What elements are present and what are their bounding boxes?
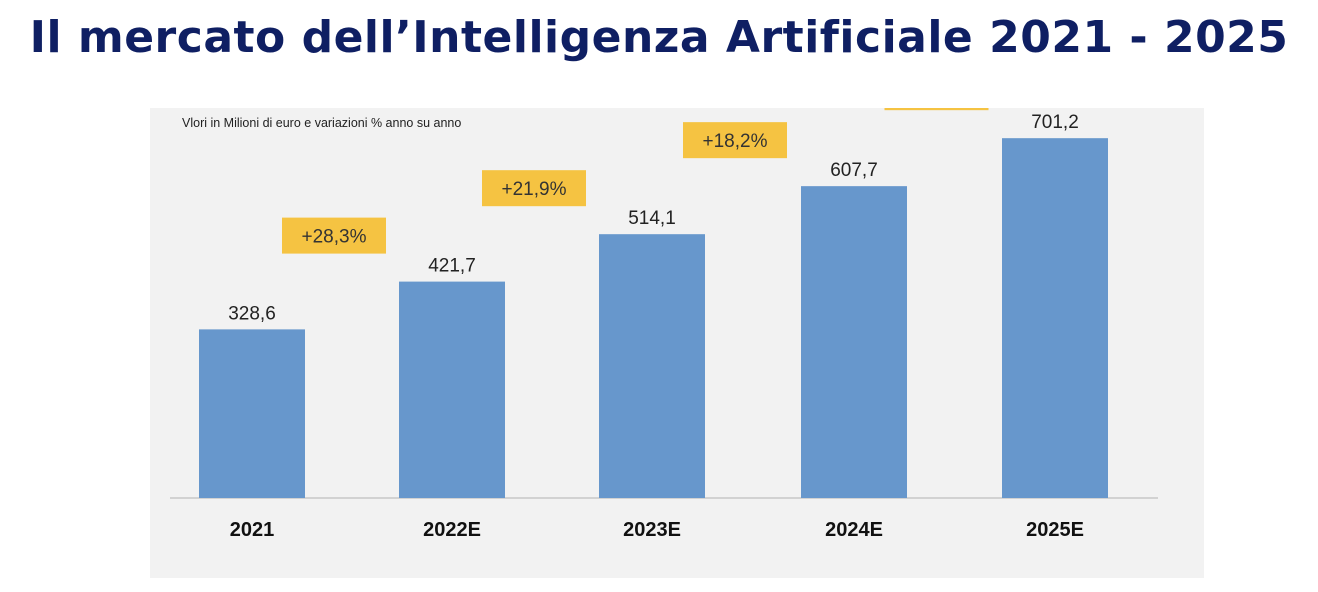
tick-label-2025E: 2025E (1026, 519, 1084, 541)
value-label-2025E: 701,2 (1031, 112, 1079, 133)
bar-2024E (801, 186, 907, 499)
growth-badge-4 (884, 108, 989, 111)
growth-label-3: +18,2% (703, 131, 768, 152)
tick-label-2022E: 2022E (423, 519, 481, 541)
tick-label-2023E: 2023E (623, 519, 681, 541)
value-label-2023E: 514,1 (628, 208, 676, 229)
value-label-2024E: 607,7 (830, 160, 878, 181)
growth-badge-2 (482, 170, 586, 207)
chart-subtitle: Vlori in Milioni di euro e variazioni % … (182, 116, 462, 130)
growth-badge-3 (683, 122, 787, 159)
bar-2022E (399, 281, 505, 498)
tick-label-2021: 2021 (230, 519, 275, 541)
growth-badge-1 (282, 217, 386, 254)
value-label-2022E: 421,7 (428, 256, 476, 277)
bar-chart: 328,6 2021 421,7 2022E 514,1 2023E 607,7 2024E 7… (170, 108, 1158, 541)
chart-panel: Vlori in Milioni di euro e variazioni % … (150, 108, 1204, 578)
bar-2025E (1002, 138, 1108, 498)
growth-label-2: +21,9% (502, 179, 567, 200)
page-title: Il mercato dell’Intelligenza Artificiale… (29, 12, 1289, 63)
bar-2021 (199, 329, 305, 498)
bar-2023E (599, 234, 705, 498)
tick-label-2024E: 2024E (825, 519, 883, 541)
growth-label-1: +28,3% (302, 227, 367, 248)
value-label-2021: 328,6 (228, 303, 276, 324)
